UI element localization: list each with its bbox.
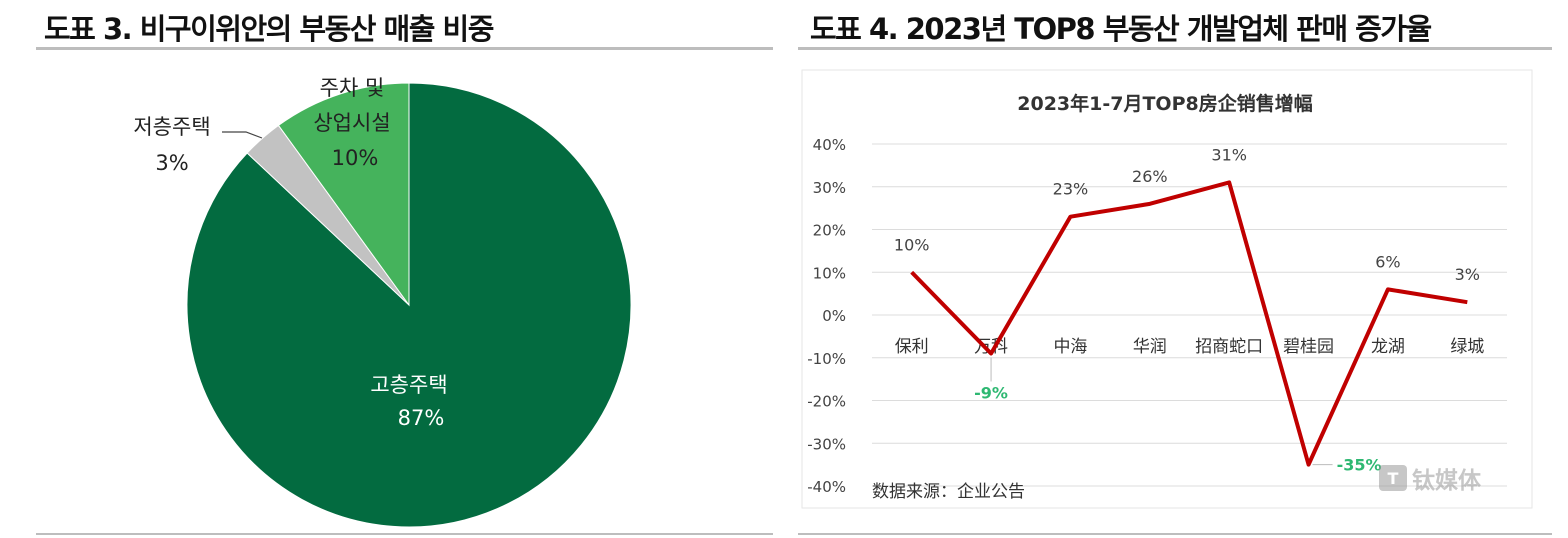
y-tick-label: 30% xyxy=(813,179,846,197)
data-label: 23% xyxy=(1053,180,1089,199)
left-figure-title: 도표 3. 비구이위안의 부동산 매출 비중 xyxy=(44,12,494,46)
right-figure-title: 도표 4. 2023년 TOP8 부동산 개발업체 판매 증가율 xyxy=(810,12,1432,46)
y-tick-label: -20% xyxy=(807,393,846,411)
y-tick-label: 0% xyxy=(822,307,846,325)
category-label: 保利 xyxy=(895,337,929,357)
category-label: 龙湖 xyxy=(1371,337,1405,357)
low-rise-leader-line xyxy=(222,131,263,139)
right-title-rule xyxy=(798,47,1552,50)
data-label: 31% xyxy=(1211,145,1247,164)
watermark-text: 钛媒体 xyxy=(1412,467,1482,494)
category-label: 华润 xyxy=(1133,337,1167,357)
data-label: 3% xyxy=(1455,265,1480,284)
data-label-leaders xyxy=(990,357,1333,466)
slice-label-high-rise: 고층주택 xyxy=(370,373,447,397)
slice-value-parking: 10% xyxy=(332,146,379,170)
chart-inner-title: 2023年1-7月TOP8房企销售增幅 xyxy=(1017,92,1312,115)
pie-slices xyxy=(186,82,632,528)
left-figure-panel: 도표 3. 비구이위안의 부동산 매출 비중 고층주택 87% 저층주택 3% … xyxy=(36,12,773,535)
slice-label-low-rise: 저층주택 xyxy=(133,115,210,139)
pie-labels: 고층주택 87% 저층주택 3% 주차 및 상업시설 10% xyxy=(133,76,447,430)
left-bottom-rule xyxy=(36,533,773,535)
chart-frame xyxy=(801,69,1533,509)
right-bottom-rule xyxy=(798,533,1552,535)
y-tick-label: 40% xyxy=(813,136,846,154)
watermark: T 钛媒体 xyxy=(1379,465,1482,494)
chart-source-note: 数据来源：企业公告 xyxy=(872,482,1025,502)
y-tick-label: -30% xyxy=(807,435,846,453)
watermark-logo-icon xyxy=(1379,465,1407,491)
data-label: 10% xyxy=(894,235,930,254)
pie-chart: 고층주택 87% 저층주택 3% 주차 및 상업시설 10% xyxy=(133,76,632,528)
slice-value-high-rise: 87% xyxy=(398,406,445,430)
y-tick-label: 10% xyxy=(813,264,846,282)
slice-value-low-rise: 3% xyxy=(155,151,188,175)
y-tick-label: -40% xyxy=(807,478,846,496)
y-tick-label: 20% xyxy=(813,222,846,240)
category-label: 碧桂园 xyxy=(1283,337,1334,357)
category-label: 绿城 xyxy=(1450,337,1484,357)
y-tick-labels: 40% 30% 20% 10% 0% -10% -20% -30% -40% xyxy=(807,136,846,496)
line-chart: 2023年1-7月TOP8房企销售增幅 40% 30% 20% 10% 0% -10% -2… xyxy=(801,69,1533,509)
category-label: 中海 xyxy=(1053,337,1087,357)
slice-label-parking-line2: 상업시설 xyxy=(313,111,390,135)
y-tick-label: -10% xyxy=(807,350,846,368)
data-labels: 10% -9% 23% 26% 31% -35% 6% 3% xyxy=(894,145,1480,474)
category-label: 招商蛇口 xyxy=(1195,337,1263,357)
right-figure-panel: 도표 4. 2023년 TOP8 부동산 개발업체 판매 증가율 2023年1-… xyxy=(790,0,1568,538)
gridlines xyxy=(872,143,1507,487)
category-labels: 保利 万科 中海 华润 招商蛇口 碧桂园 龙湖 绿城 xyxy=(895,337,1485,357)
left-title-rule xyxy=(36,47,773,50)
data-label: 26% xyxy=(1132,167,1168,186)
pie-slice-parking-commercial xyxy=(277,82,410,307)
data-label: 6% xyxy=(1375,252,1400,271)
growth-series-line xyxy=(910,180,1468,467)
data-label: -35% xyxy=(1337,456,1382,475)
data-label: -9% xyxy=(974,383,1008,402)
svg-text:T: T xyxy=(1388,469,1399,488)
slice-label-parking-line1: 주차 및 xyxy=(320,76,385,100)
